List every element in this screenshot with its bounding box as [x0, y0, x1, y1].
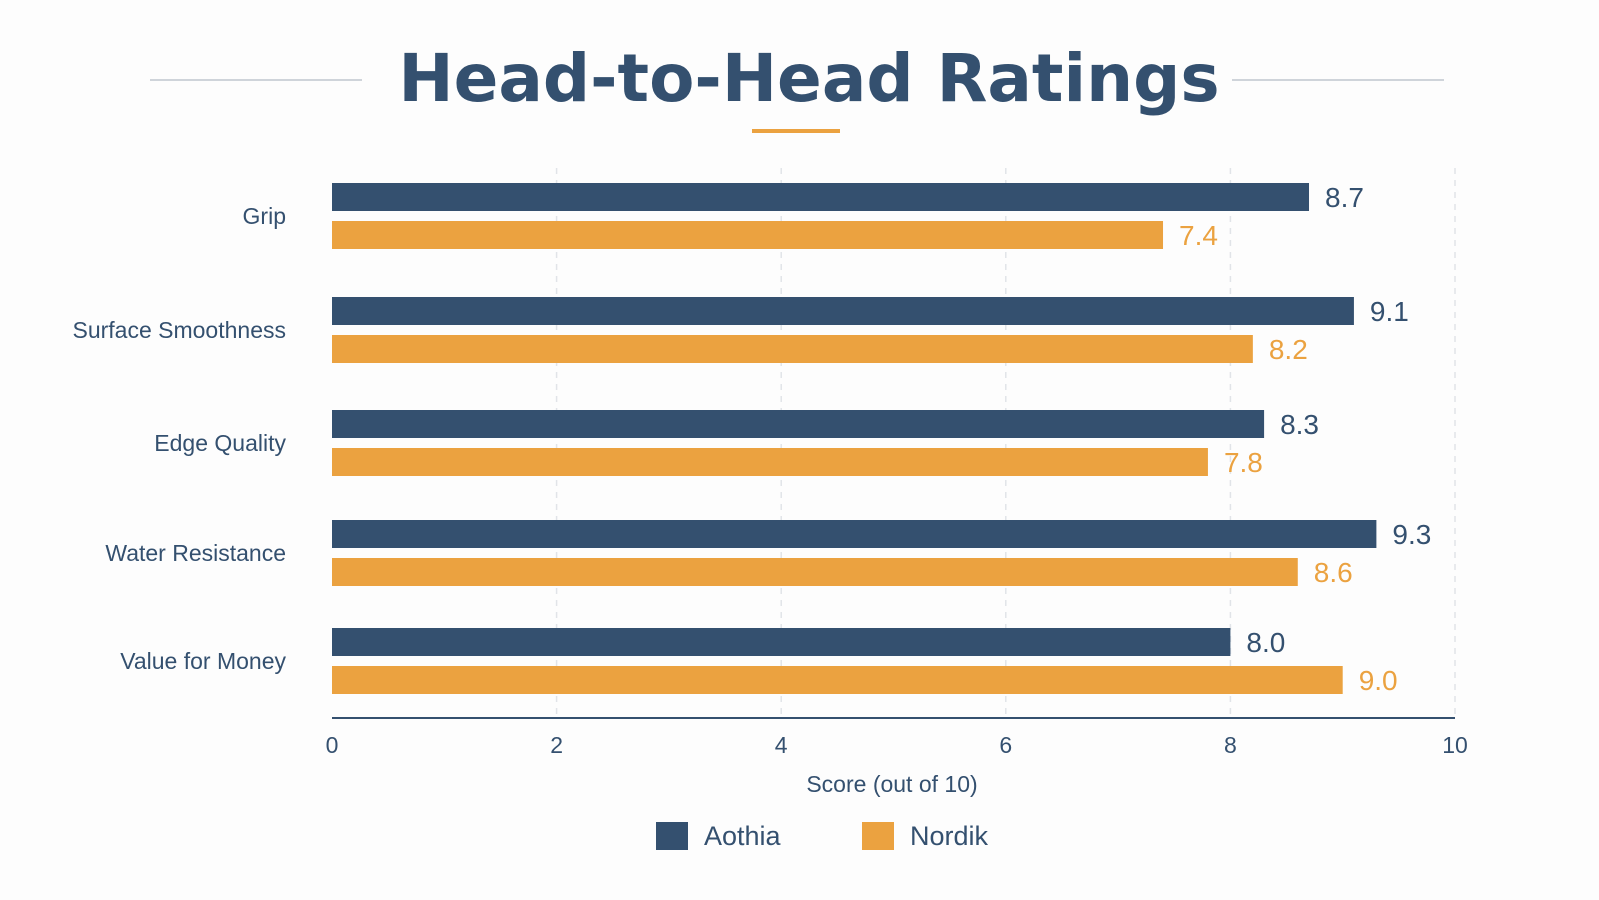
category-label-water-resistance: Water Resistance: [105, 540, 286, 566]
value-label-aothia-surface-smoothness: 9.1: [1370, 296, 1409, 327]
category-label-grip: Grip: [243, 203, 286, 229]
value-label-nordik-water-resistance: 8.6: [1314, 557, 1353, 588]
x-tick-label-8: 8: [1224, 732, 1237, 758]
x-tick-label-0: 0: [326, 732, 339, 758]
x-axis: 0 2 4 6 8 10: [326, 717, 1468, 758]
value-label-aothia-grip: 8.7: [1325, 182, 1364, 213]
bar-nordik-value-for-money: [332, 666, 1343, 694]
grid-lines: [555, 168, 1456, 718]
legend-label-nordik: Nordik: [910, 821, 989, 851]
value-label-aothia-value-for-money: 8.0: [1246, 627, 1285, 658]
category-label-edge-quality: Edge Quality: [154, 430, 286, 456]
bar-aothia-value-for-money: [332, 628, 1231, 656]
chart-header: Head-to-Head Ratings: [150, 40, 1444, 133]
legend-swatch-aothia: [656, 822, 688, 850]
value-label-aothia-water-resistance: 9.3: [1392, 519, 1431, 550]
x-tick-label-2: 2: [550, 732, 563, 758]
legend: Aothia Nordik: [656, 821, 989, 851]
bars: 8.7 7.4 9.1 8.2 8.3 7.8 9.3 8.6 8.0 9.0: [332, 182, 1431, 696]
category-labels: Grip Surface Smoothness Edge Quality Water …: [72, 203, 286, 674]
value-label-nordik-grip: 7.4: [1179, 220, 1218, 251]
value-label-nordik-surface-smoothness: 8.2: [1269, 334, 1308, 365]
x-tick-label-6: 6: [999, 732, 1012, 758]
bar-nordik-surface-smoothness: [332, 335, 1253, 363]
x-tick-label-4: 4: [775, 732, 788, 758]
legend-swatch-nordik: [862, 822, 894, 850]
x-axis-label: Score (out of 10): [806, 771, 977, 797]
value-label-nordik-value-for-money: 9.0: [1359, 665, 1398, 696]
category-label-value-for-money: Value for Money: [120, 648, 286, 674]
value-label-nordik-edge-quality: 7.8: [1224, 447, 1263, 478]
bar-aothia-water-resistance: [332, 520, 1377, 548]
bar-nordik-grip: [332, 221, 1164, 249]
value-label-aothia-edge-quality: 8.3: [1280, 409, 1319, 440]
legend-label-aothia: Aothia: [704, 821, 782, 851]
bar-nordik-water-resistance: [332, 558, 1298, 586]
bar-aothia-edge-quality: [332, 410, 1265, 438]
bar-aothia-surface-smoothness: [332, 297, 1354, 325]
x-tick-label-10: 10: [1442, 732, 1468, 758]
chart-title: Head-to-Head Ratings: [398, 40, 1219, 117]
bar-nordik-edge-quality: [332, 448, 1208, 476]
category-label-surface-smoothness: Surface Smoothness: [72, 317, 286, 343]
bar-aothia-grip: [332, 183, 1310, 211]
